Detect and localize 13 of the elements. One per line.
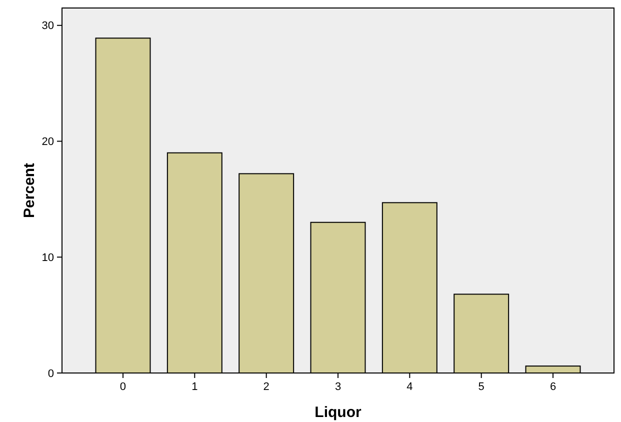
x-axis-title: Liquor bbox=[314, 404, 362, 421]
x-tick-label: 0 bbox=[120, 381, 126, 393]
y-tick-label: 0 bbox=[48, 368, 54, 380]
x-tick-label: 2 bbox=[263, 381, 270, 393]
x-tick-label: 1 bbox=[192, 381, 198, 393]
x-tick-label: 6 bbox=[550, 381, 556, 393]
x-tick-label: 5 bbox=[478, 381, 484, 393]
y-tick-label: 20 bbox=[42, 136, 54, 148]
y-tick-label: 30 bbox=[42, 20, 54, 32]
y-axis-title: Percent bbox=[21, 162, 38, 218]
y-tick-label: 10 bbox=[42, 252, 54, 264]
x-tick-label: 4 bbox=[406, 381, 413, 393]
x-tick-label: 3 bbox=[334, 381, 342, 393]
